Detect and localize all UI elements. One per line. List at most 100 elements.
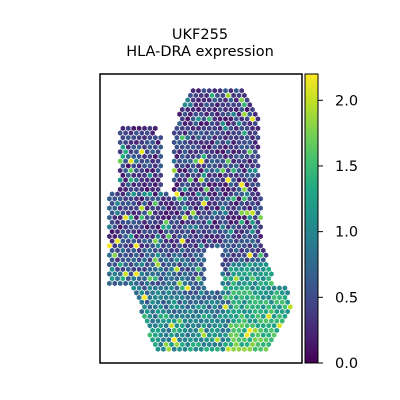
spot-marker (185, 172, 190, 178)
spot-marker (263, 290, 269, 296)
spot-marker (150, 318, 155, 324)
spot-marker (250, 323, 255, 329)
spot-marker (177, 149, 182, 155)
spot-marker (144, 299, 150, 305)
spot-marker (244, 332, 250, 338)
spot-marker (158, 229, 163, 235)
spot-marker (142, 182, 147, 188)
spot-marker (212, 238, 217, 244)
spot-marker (144, 186, 150, 193)
spot-marker (220, 196, 226, 202)
spot-marker (150, 243, 155, 249)
spot-marker (136, 182, 142, 188)
spot-marker (196, 294, 201, 301)
spot-marker (231, 149, 236, 155)
spot-marker (139, 167, 145, 174)
spot-marker (128, 149, 134, 155)
spot-marker (269, 290, 274, 296)
spot-marker (242, 290, 247, 296)
spot-marker (153, 266, 158, 272)
spot-marker (247, 252, 253, 258)
spot-marker (220, 327, 226, 334)
spot-marker (144, 233, 150, 240)
spot-marker (207, 294, 212, 301)
spot-marker (153, 172, 158, 178)
spot-marker (153, 144, 158, 150)
spot-marker (266, 304, 271, 310)
spot-marker (236, 224, 242, 230)
spot-marker (198, 327, 204, 334)
spot-marker (131, 210, 136, 216)
spot-marker (228, 238, 234, 244)
spot-marker (250, 257, 255, 263)
spot-marker (247, 158, 253, 164)
spot-marker (136, 172, 142, 178)
spot-marker (242, 224, 247, 230)
spot-marker (228, 106, 234, 113)
spot-marker (193, 177, 199, 183)
spot-marker (190, 257, 196, 263)
spot-marker (177, 243, 182, 249)
spot-marker (201, 285, 207, 291)
spot-marker (120, 238, 126, 244)
spot-marker (142, 247, 147, 254)
spot-marker (217, 238, 223, 244)
spot-marker (212, 200, 217, 207)
spot-marker (150, 205, 155, 211)
spot-marker (212, 332, 217, 338)
spot-marker (225, 158, 231, 164)
spot-marker (220, 158, 226, 164)
spot-marker (117, 233, 123, 240)
spot-marker (263, 261, 269, 268)
spot-marker (220, 139, 226, 146)
spot-marker (147, 153, 153, 160)
spot-marker (126, 219, 131, 225)
spot-marker (201, 313, 207, 319)
spot-marker (158, 276, 163, 282)
spot-marker (126, 125, 131, 131)
spot-marker (193, 271, 199, 277)
spot-marker (204, 186, 209, 193)
spot-marker (223, 182, 228, 188)
spot-marker (180, 257, 185, 263)
spot-marker (201, 247, 207, 254)
spot-marker (128, 252, 134, 258)
spot-marker (158, 247, 163, 254)
spot-marker (123, 130, 128, 136)
colorbar (304, 73, 319, 364)
spot-marker (150, 327, 155, 334)
spot-marker (223, 285, 228, 291)
spot-marker (271, 304, 277, 310)
spot-marker (190, 191, 196, 197)
spot-marker (123, 177, 128, 183)
spot-marker (250, 219, 255, 225)
spot-marker (258, 214, 263, 221)
spot-marker (239, 219, 244, 225)
spot-marker (204, 120, 209, 127)
spot-marker (190, 144, 196, 150)
spot-marker (182, 111, 188, 117)
spot-marker (182, 120, 188, 127)
spot-marker (217, 144, 223, 150)
spot-marker (198, 186, 204, 193)
spot-marker (144, 308, 150, 315)
spot-marker (196, 153, 201, 160)
spot-marker (207, 304, 212, 310)
spot-marker (182, 327, 188, 334)
spot-marker (209, 167, 215, 174)
spot-marker (158, 285, 163, 291)
spot-marker (225, 290, 231, 296)
spot-marker (120, 219, 126, 225)
spot-marker (201, 229, 207, 235)
spot-marker (139, 243, 145, 249)
spot-marker (131, 125, 136, 131)
spot-marker (190, 238, 196, 244)
spot-marker (282, 285, 288, 291)
spot-marker (166, 224, 172, 230)
spot-marker (239, 276, 244, 282)
spot-marker (142, 257, 147, 263)
spot-marker (128, 271, 134, 277)
spot-marker (185, 125, 190, 131)
spot-marker (220, 271, 226, 277)
spot-marker (136, 210, 142, 216)
